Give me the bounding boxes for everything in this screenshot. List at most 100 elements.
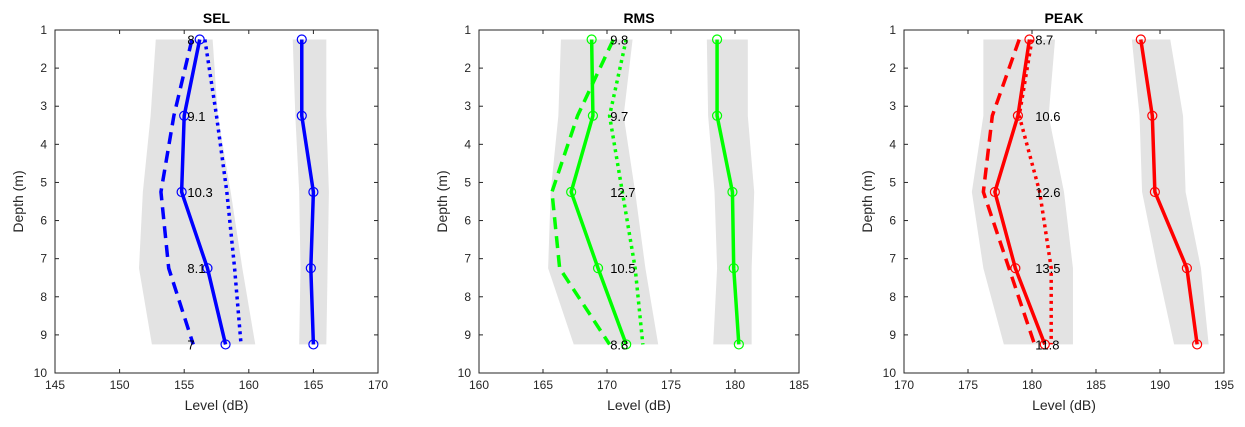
y-tick-label: 9 <box>889 328 896 342</box>
axes-frame <box>903 29 1225 374</box>
spread-band-left <box>971 39 1073 345</box>
panel-title: PEAK <box>1045 10 1084 26</box>
y-tick-label: 7 <box>889 252 896 266</box>
spread-label: 8.7 <box>1035 33 1053 48</box>
data-point-marker <box>1149 186 1160 198</box>
x-tick-label: 185 <box>789 378 809 392</box>
y-tick-label: 10 <box>883 366 897 380</box>
y-tick-label: 1 <box>40 23 47 37</box>
data-point-marker <box>1024 34 1035 45</box>
x-tick-label: 155 <box>174 378 194 392</box>
spread-label: 11.8 <box>1035 337 1059 352</box>
y-tick-label: 2 <box>889 61 896 75</box>
panel-title: SEL <box>203 10 231 26</box>
data-point-marker <box>176 186 187 198</box>
data-point-marker <box>1135 34 1146 45</box>
y-tick-label: 5 <box>464 175 471 189</box>
axes-frame <box>478 29 800 374</box>
data-point-marker <box>220 339 231 350</box>
spread-label: 9.1 <box>187 109 205 124</box>
spread-label: 7 <box>187 337 194 352</box>
x-tick-label: 160 <box>469 378 489 392</box>
y-axis-label: Depth (m) <box>10 170 26 232</box>
series-line-solid-3 <box>1139 39 1199 345</box>
data-point-marker <box>711 34 723 45</box>
panel-rms: 9.8 9.7 12.7 10.5 8.8 160 165 170 175 180 185 1 2 3 4 5… <box>434 10 809 413</box>
data-point-marker <box>1181 263 1192 274</box>
spread-label: 12.7 <box>610 185 635 200</box>
data-point-marker <box>1192 339 1203 350</box>
x-tick-label: 145 <box>45 378 65 392</box>
data-point-marker <box>1010 263 1021 274</box>
series-line-dashed-1 <box>159 39 195 345</box>
x-axis-label: Level (dB) <box>1032 397 1096 413</box>
y-tick-label: 10 <box>458 366 472 380</box>
x-tick-label: 175 <box>958 378 978 392</box>
panel-title: RMS <box>623 10 654 26</box>
y-tick-label: 7 <box>40 252 47 266</box>
data-point-marker <box>587 110 599 121</box>
y-tick-label: 7 <box>464 252 471 266</box>
data-point-marker <box>308 186 319 198</box>
x-tick-label: 170 <box>894 378 914 392</box>
data-point-marker <box>728 263 739 274</box>
x-tick-label: 170 <box>368 378 388 392</box>
data-point-marker <box>202 263 213 274</box>
series-line-dashed-1 <box>550 38 615 346</box>
panel-sel: 8 9.1 10.3 8.1 7 145 150 155 160 165 170 1 2 3 4 5 6 7 8 9 1… <box>10 10 388 413</box>
x-tick-label: 165 <box>533 378 553 392</box>
spread-label: 8.1 <box>187 261 205 276</box>
data-point-marker <box>592 263 604 274</box>
data-point-marker <box>586 34 597 45</box>
x-tick-label: 170 <box>597 378 617 392</box>
x-axis-label: Level (dB) <box>607 397 671 413</box>
data-point-marker <box>1147 110 1158 121</box>
x-tick-label: 185 <box>1086 378 1106 392</box>
data-point-marker <box>989 186 1000 198</box>
series-line-dashed-1 <box>981 38 1037 345</box>
data-point-marker <box>1039 339 1050 350</box>
x-tick-label: 175 <box>661 378 681 392</box>
x-axis-label: Level (dB) <box>185 397 249 413</box>
spread-label: 10.5 <box>610 261 635 276</box>
spread-label: 9.8 <box>610 33 628 48</box>
data-point-marker <box>711 110 723 121</box>
x-tick-label: 160 <box>239 378 259 392</box>
data-point-marker <box>727 186 738 198</box>
data-point-marker <box>566 186 577 198</box>
y-tick-label: 3 <box>464 99 471 113</box>
y-tick-label: 4 <box>464 137 471 151</box>
data-point-marker <box>1012 110 1024 121</box>
spread-label: 12.6 <box>1035 185 1060 200</box>
x-tick-label: 180 <box>1022 378 1042 392</box>
spread-label: 10.3 <box>187 185 212 200</box>
data-point-marker <box>179 110 190 121</box>
x-tick-label: 180 <box>725 378 745 392</box>
series-line-solid-3 <box>715 39 741 345</box>
y-tick-label: 5 <box>889 175 896 189</box>
y-tick-label: 6 <box>889 214 896 228</box>
data-point-marker <box>296 110 307 121</box>
y-tick-label: 3 <box>40 99 47 113</box>
series-line-solid-3 <box>300 39 316 345</box>
y-tick-label: 8 <box>464 290 471 304</box>
series-line-dotted-2 <box>607 39 645 345</box>
spread-label: 8.8 <box>610 337 628 352</box>
y-tick-label: 1 <box>889 23 896 37</box>
y-axis-label: Depth (m) <box>434 170 450 232</box>
data-point-marker <box>305 263 316 274</box>
x-tick-label: 195 <box>1214 378 1234 392</box>
y-tick-label: 5 <box>40 175 47 189</box>
x-tick-label: 165 <box>303 378 323 392</box>
y-tick-label: 6 <box>40 214 47 228</box>
y-tick-label: 8 <box>40 290 47 304</box>
series-line-dotted-2 <box>1017 39 1053 345</box>
data-point-marker <box>621 339 632 350</box>
data-point-marker <box>194 34 205 45</box>
y-axis-label: Depth (m) <box>859 170 875 232</box>
y-tick-label: 8 <box>889 290 896 304</box>
y-tick-label: 2 <box>40 61 47 75</box>
y-tick-label: 3 <box>889 99 896 113</box>
series-line-solid-0 <box>179 39 228 345</box>
